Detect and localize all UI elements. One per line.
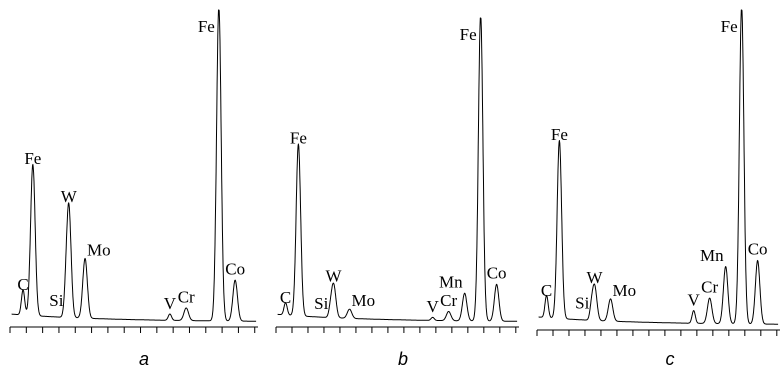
peak-label-v: V	[688, 290, 701, 309]
peak-label-cr: Cr	[440, 291, 457, 310]
peak-label-mo: Mo	[613, 281, 637, 300]
peak-label-si: Si	[575, 294, 589, 313]
peak-label-fe: Fe	[198, 17, 215, 36]
peak-label-v: V	[164, 294, 177, 313]
peak-label-si: Si	[314, 294, 328, 313]
panel-label: b	[398, 349, 408, 369]
peak-label-c: C	[280, 288, 291, 307]
spectrum-line-a	[11, 9, 257, 322]
peak-label-co: Co	[748, 240, 768, 259]
peak-label-v: V	[427, 297, 440, 316]
peak-label-fe: Fe	[551, 125, 568, 144]
spectrum-panel-c: C Fe Si W Mo VCr Mn Fe Co c	[536, 9, 780, 369]
peak-label-c: C	[541, 281, 552, 300]
peak-label-fe: Fe	[721, 17, 738, 36]
peak-label-si: Si	[49, 291, 63, 310]
peak-label-fe: Fe	[460, 25, 477, 44]
peak-label-fe: Fe	[290, 128, 307, 147]
spectrum-line-b	[277, 17, 518, 322]
peak-label-w: W	[61, 187, 78, 206]
spectrum-panel-a: C Fe Si W Mo V Cr Fe Co a	[9, 9, 258, 369]
peak-label-mn: Mn	[439, 273, 463, 292]
peak-label-w: W	[326, 267, 343, 286]
peak-label-cr: Cr	[178, 288, 195, 307]
peak-label-mo: Mo	[87, 240, 111, 259]
peak-label-fe: Fe	[24, 149, 41, 168]
peak-label-c: C	[17, 275, 28, 294]
peak-label-mn: Mn	[700, 246, 724, 265]
peak-label-co: Co	[487, 263, 507, 282]
panel-label: a	[139, 349, 149, 369]
peak-label-w: W	[587, 268, 604, 287]
peak-label-mo: Mo	[352, 291, 376, 310]
peak-label-cr: Cr	[701, 278, 718, 297]
spectrum-line-c	[538, 9, 779, 325]
peak-label-co: Co	[225, 259, 245, 278]
panel-label: c	[666, 349, 675, 369]
